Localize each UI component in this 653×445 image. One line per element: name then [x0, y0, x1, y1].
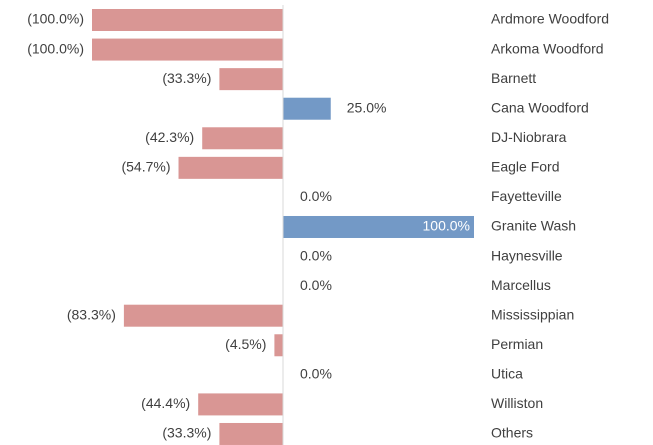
value-label: 0.0%	[300, 277, 332, 293]
category-label: Permian	[491, 336, 543, 352]
value-label: (4.5%)	[225, 336, 266, 352]
category-label: Eagle Ford	[491, 159, 559, 175]
value-label: (100.0%)	[27, 11, 84, 27]
bar	[123, 304, 283, 327]
value-label: 0.0%	[300, 366, 332, 382]
category-label: Ardmore Woodford	[491, 11, 609, 27]
category-label: Marcellus	[491, 277, 551, 293]
bar	[219, 68, 283, 91]
bar	[178, 156, 283, 179]
category-label: Arkoma Woodford	[491, 40, 604, 56]
value-label: 25.0%	[347, 99, 387, 115]
category-label: Mississippian	[491, 306, 574, 322]
value-label: (33.3%)	[162, 425, 211, 441]
value-label: (33.3%)	[162, 70, 211, 86]
category-label: Williston	[491, 395, 543, 411]
bar	[198, 393, 283, 416]
category-label: Cana Woodford	[491, 99, 589, 115]
category-label: Granite Wash	[491, 218, 576, 234]
bar	[283, 97, 331, 120]
value-label: (100.0%)	[27, 40, 84, 56]
bar	[274, 334, 283, 357]
bar	[92, 38, 283, 61]
value-label: (44.4%)	[141, 395, 190, 411]
value-label: (54.7%)	[121, 159, 170, 175]
value-label: (83.3%)	[67, 306, 116, 322]
bar	[219, 422, 283, 445]
category-label: Barnett	[491, 70, 536, 86]
value-label: 0.0%	[300, 247, 332, 263]
value-label: (42.3%)	[145, 129, 194, 145]
category-label: DJ-Niobrara	[491, 129, 567, 145]
bar	[92, 9, 283, 31]
bar	[202, 127, 283, 150]
category-label: Haynesville	[491, 247, 563, 263]
category-label: Utica	[491, 366, 523, 382]
value-label: 0.0%	[300, 188, 332, 204]
bar	[283, 215, 474, 238]
category-label: Others	[491, 425, 533, 441]
category-label: Fayetteville	[491, 188, 562, 204]
value-label: 100.0%	[423, 218, 470, 234]
